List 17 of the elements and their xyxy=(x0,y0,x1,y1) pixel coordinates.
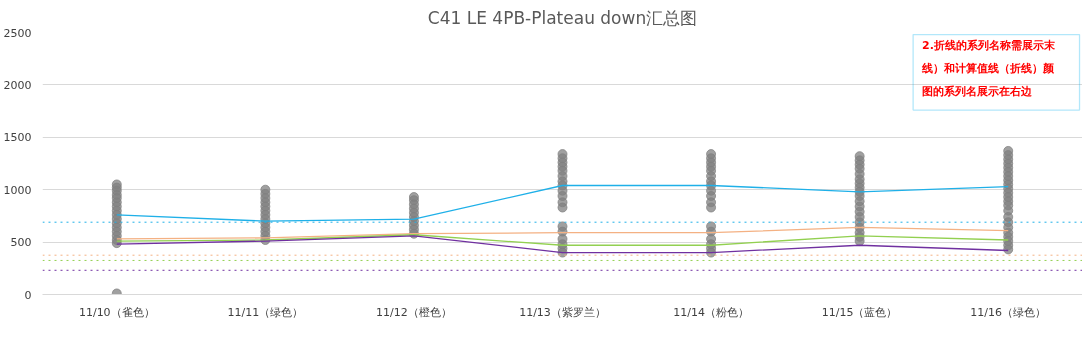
annotation: 图的系列名展示在右边 xyxy=(922,84,1034,98)
y-tick-label: 1000 xyxy=(3,183,32,197)
x-tick-label: 11/12（橙色） xyxy=(376,305,452,319)
x-tick-label: 11/10（雀色） xyxy=(78,305,155,319)
y-tick-label: 1500 xyxy=(3,131,32,145)
x-tick-label: 11/15（蓝色） xyxy=(821,305,898,319)
x-tick-label: 11/14（粉色） xyxy=(673,305,749,319)
chart-title: C41 LE 4PB-Plateau down汇总图 xyxy=(427,7,698,28)
x-tick-label: 11/13（紫罗兰） xyxy=(519,305,606,319)
annotation: 线）和计算值线（折线）颜 xyxy=(921,61,1056,75)
annotation: 2.折线的系列名称需展示末 xyxy=(922,38,1056,52)
x-tick-label: 11/11（绿色） xyxy=(227,305,304,319)
y-tick-label: 500 xyxy=(10,236,32,250)
y-tick-label: 0 xyxy=(24,288,32,302)
y-tick-label: 2000 xyxy=(3,78,32,92)
y-tick-label: 2500 xyxy=(3,26,32,40)
x-tick-label: 11/16（绿色） xyxy=(970,305,1047,319)
